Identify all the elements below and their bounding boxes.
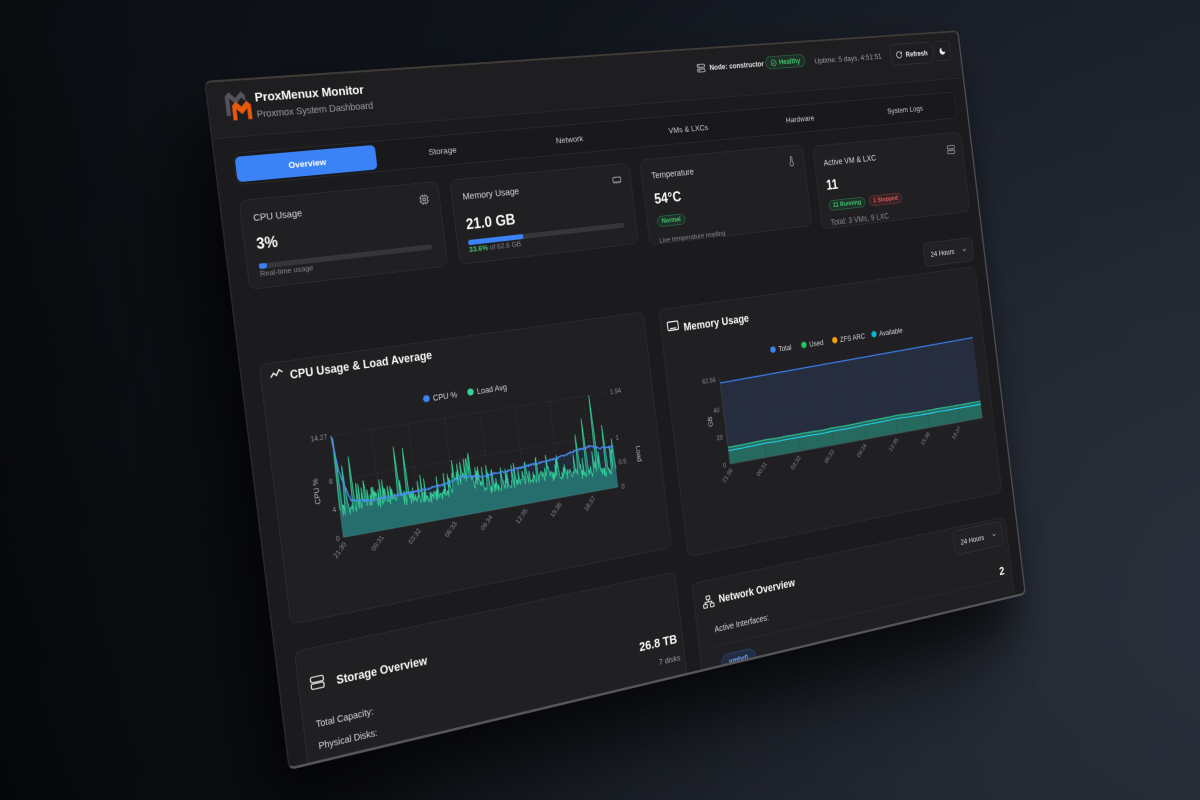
svg-text:00:31: 00:31 <box>756 461 769 478</box>
svg-text:0.5: 0.5 <box>618 458 627 467</box>
svg-text:21:30: 21:30 <box>721 467 734 484</box>
svg-text:62.56: 62.56 <box>702 377 716 386</box>
svg-text:CPU %: CPU % <box>432 390 458 403</box>
svg-text:2: 2 <box>999 564 1006 578</box>
svg-text:20: 20 <box>716 434 723 442</box>
svg-text:Total Capacity:: Total Capacity: <box>315 707 374 731</box>
svg-text:Used: Used <box>809 338 824 349</box>
svg-text:Load: Load <box>634 445 643 463</box>
svg-text:Network Overview: Network Overview <box>718 576 796 605</box>
svg-text:0: 0 <box>723 462 727 469</box>
svg-text:1.94: 1.94 <box>610 387 622 396</box>
svg-text:06:33: 06:33 <box>823 448 835 464</box>
svg-text:Physical Disks:: Physical Disks: <box>318 728 378 752</box>
svg-text:03:32: 03:32 <box>407 527 422 545</box>
svg-text:1: 1 <box>615 434 619 442</box>
svg-text:8: 8 <box>329 478 334 486</box>
svg-text:06:33: 06:33 <box>444 520 459 538</box>
svg-text:Available: Available <box>879 326 904 338</box>
svg-text:CPU %: CPU % <box>311 478 322 505</box>
svg-text:18:37: 18:37 <box>951 425 962 441</box>
svg-text:0: 0 <box>621 483 625 491</box>
svg-text:Active Interfaces:: Active Interfaces: <box>714 613 770 635</box>
svg-text:21:30: 21:30 <box>332 541 348 560</box>
svg-text:12:35: 12:35 <box>515 507 529 525</box>
svg-text:00:31: 00:31 <box>370 534 386 553</box>
svg-text:ZFS ARC: ZFS ARC <box>840 332 866 344</box>
svg-text:Total: Total <box>778 343 792 353</box>
svg-text:09:34: 09:34 <box>856 443 868 459</box>
svg-text:12:35: 12:35 <box>888 437 900 453</box>
svg-text:40: 40 <box>713 407 720 415</box>
svg-text:09:34: 09:34 <box>479 514 494 532</box>
svg-text:7 disks: 7 disks <box>659 653 682 667</box>
svg-text:14.27: 14.27 <box>310 433 327 443</box>
svg-text:15:36: 15:36 <box>920 431 932 447</box>
svg-text:26.8 TB: 26.8 TB <box>638 632 677 654</box>
svg-text:GB: GB <box>706 416 714 428</box>
svg-text:Load Avg: Load Avg <box>476 382 507 396</box>
svg-text:03:32: 03:32 <box>790 455 802 472</box>
svg-text:4: 4 <box>332 506 337 514</box>
svg-text:15:36: 15:36 <box>549 501 563 519</box>
svg-text:0: 0 <box>336 535 341 543</box>
svg-text:Memory Usage: Memory Usage <box>683 312 750 333</box>
svg-text:18:37: 18:37 <box>583 495 597 513</box>
svg-text:Storage Overview: Storage Overview <box>336 654 429 687</box>
svg-text:CPU Usage & Load Average: CPU Usage & Load Average <box>289 348 433 381</box>
